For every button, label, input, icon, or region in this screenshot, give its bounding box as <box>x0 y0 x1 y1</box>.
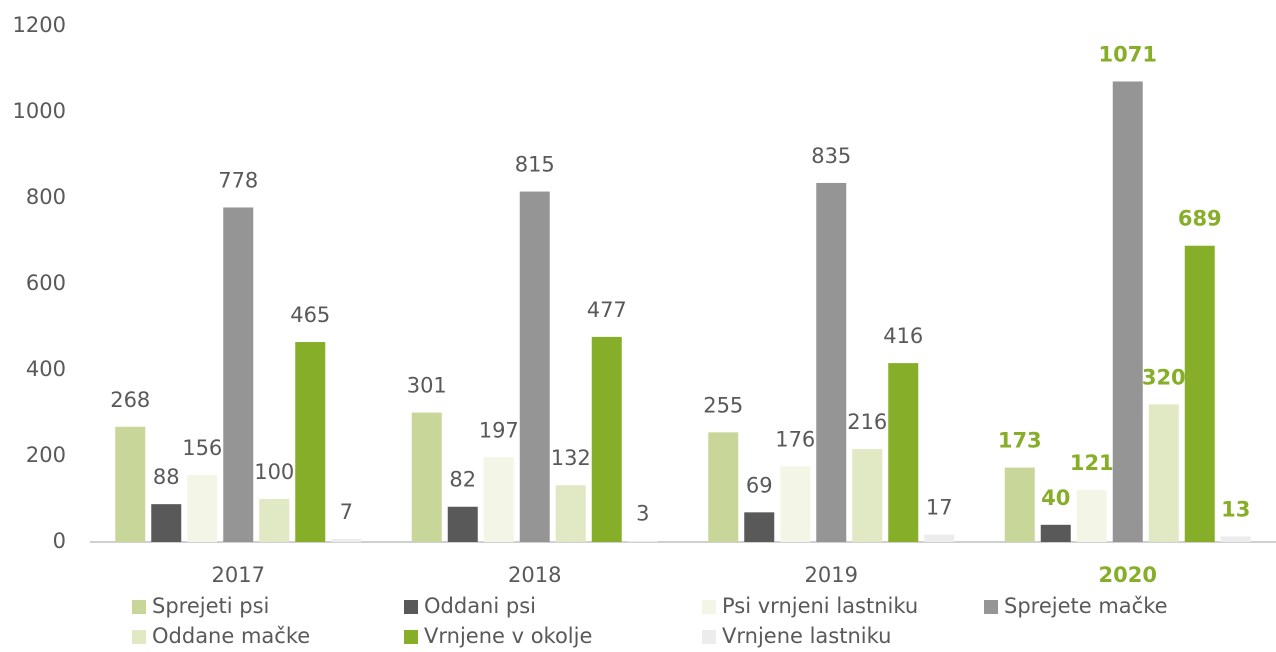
bar <box>1076 489 1107 542</box>
y-tick-label: 800 <box>26 185 66 209</box>
value-label: 835 <box>811 144 851 168</box>
value-label: 3 <box>636 502 649 526</box>
legend-swatch <box>404 600 418 614</box>
legend-swatch <box>984 600 998 614</box>
bar <box>1040 524 1071 542</box>
bar <box>151 504 182 542</box>
legend-swatch <box>132 630 146 644</box>
bar <box>519 191 550 543</box>
bar <box>591 336 622 542</box>
x-tick-label: 2017 <box>212 563 265 587</box>
legend-swatch <box>702 600 716 614</box>
bar <box>555 485 586 542</box>
value-label: 132 <box>551 446 591 470</box>
y-tick-label: 400 <box>26 357 66 381</box>
bar <box>924 534 955 542</box>
legend-label: Sprejeti psi <box>152 594 269 618</box>
legend-label: Sprejete mačke <box>1004 594 1168 618</box>
bar <box>816 182 847 542</box>
x-tick-label: 2019 <box>805 563 858 587</box>
bar <box>259 499 290 542</box>
value-label: 301 <box>407 374 447 398</box>
value-label: 477 <box>587 298 627 322</box>
bar <box>627 540 658 542</box>
bar <box>115 426 146 542</box>
bar <box>1220 536 1251 542</box>
value-label: 416 <box>883 324 923 348</box>
bar <box>187 474 218 542</box>
legend-swatch <box>702 630 716 644</box>
legend-label: Vrnjene v okolje <box>424 624 592 648</box>
bar <box>852 449 883 542</box>
value-label: 815 <box>515 153 555 177</box>
y-tick-label: 1200 <box>13 13 66 37</box>
bar <box>744 512 775 542</box>
y-tick-label: 600 <box>26 271 66 295</box>
value-label: 100 <box>254 460 294 484</box>
bar <box>295 342 326 542</box>
value-label: 689 <box>1178 207 1222 231</box>
legend-label: Oddane mačke <box>152 624 310 648</box>
legend-label: Psi vrnjeni lastniku <box>722 594 918 618</box>
value-label: 216 <box>847 410 887 434</box>
value-label: 778 <box>218 168 258 192</box>
value-label: 173 <box>998 429 1042 453</box>
bar <box>331 538 362 542</box>
bar <box>888 363 919 542</box>
value-label: 121 <box>1070 451 1114 475</box>
value-label: 17 <box>926 496 953 520</box>
value-label: 320 <box>1142 365 1186 389</box>
value-label: 40 <box>1041 486 1070 510</box>
y-tick-label: 0 <box>53 529 66 553</box>
value-label: 13 <box>1221 497 1250 521</box>
value-label: 156 <box>182 436 222 460</box>
legend-label: Vrnjene lastniku <box>722 624 891 648</box>
value-label: 1071 <box>1099 42 1157 66</box>
legend-label: Oddani psi <box>424 594 536 618</box>
bar <box>483 457 514 542</box>
value-label: 255 <box>703 393 743 417</box>
legend-swatch <box>404 630 418 644</box>
value-label: 69 <box>746 473 773 497</box>
value-label: 465 <box>290 303 330 327</box>
bar <box>447 506 478 542</box>
bar <box>1112 81 1143 542</box>
value-label: 176 <box>775 427 815 451</box>
x-tick-label: 2020 <box>1099 563 1157 587</box>
bar <box>708 432 739 542</box>
value-label: 197 <box>479 418 519 442</box>
value-label: 7 <box>340 500 353 524</box>
bar <box>411 412 442 542</box>
bar <box>1004 467 1035 542</box>
y-tick-label: 1000 <box>13 99 66 123</box>
value-label: 82 <box>449 468 476 492</box>
legend-swatch <box>132 600 146 614</box>
bar <box>780 466 811 542</box>
value-label: 88 <box>153 465 180 489</box>
bar <box>223 207 254 542</box>
x-tick-label: 2018 <box>508 563 561 587</box>
value-label: 268 <box>110 388 150 412</box>
y-tick-label: 200 <box>26 443 66 467</box>
bar <box>1184 245 1215 543</box>
bar <box>1148 404 1179 542</box>
